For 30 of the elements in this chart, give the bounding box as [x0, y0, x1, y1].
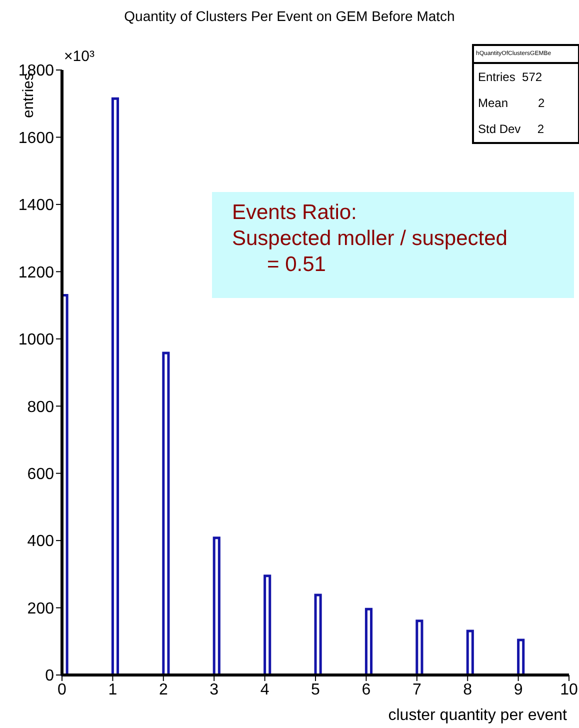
annotation: Events Ratio: [232, 200, 358, 226]
text: ×10³ [64, 48, 94, 65]
y-tick-label: 200 [27, 600, 54, 618]
annotation: Suspected moller / suspected [232, 226, 508, 252]
y-tick-label: 600 [27, 466, 54, 484]
y-tick-label: 1600 [18, 130, 54, 147]
annotation: Std Dev 2 [477, 121, 546, 138]
chart-title: Quantity of Clusters Per Event on GEM Before Match [123, 8, 456, 24]
x-tick-label: 4 [260, 681, 270, 698]
x-tick-label: 9 [514, 681, 523, 698]
annotation: Entries 572 [477, 69, 544, 86]
x-tick-label: 3 [210, 681, 219, 698]
y-tick-label: 1200 [18, 264, 54, 282]
annotation: = 0.51 [266, 252, 327, 278]
y-tick-label: 800 [27, 398, 54, 416]
x-tick-label: 10 [560, 681, 578, 698]
x-tick-label: 0 [58, 681, 67, 698]
x-tick-label: 5 [311, 681, 320, 698]
x-tick-label: 2 [158, 681, 168, 698]
x-tick-label: 6 [362, 681, 371, 698]
y-tick-label: 1400 [18, 197, 54, 214]
x-tick-label: 7 [412, 681, 422, 698]
y-tick-label: 400 [27, 533, 54, 550]
y-tick-label: 0 [45, 668, 54, 685]
text-box: Events Ratio: Suspected moller / suspected = 0.51 [212, 192, 574, 298]
x-axis-title: cluster quantity per event [388, 707, 568, 724]
x-tick-label: 1 [108, 681, 118, 698]
x-tick-label: 8 [463, 681, 472, 698]
annotation: Mean 2 [477, 95, 546, 112]
y-tick-label: 1000 [18, 332, 54, 349]
